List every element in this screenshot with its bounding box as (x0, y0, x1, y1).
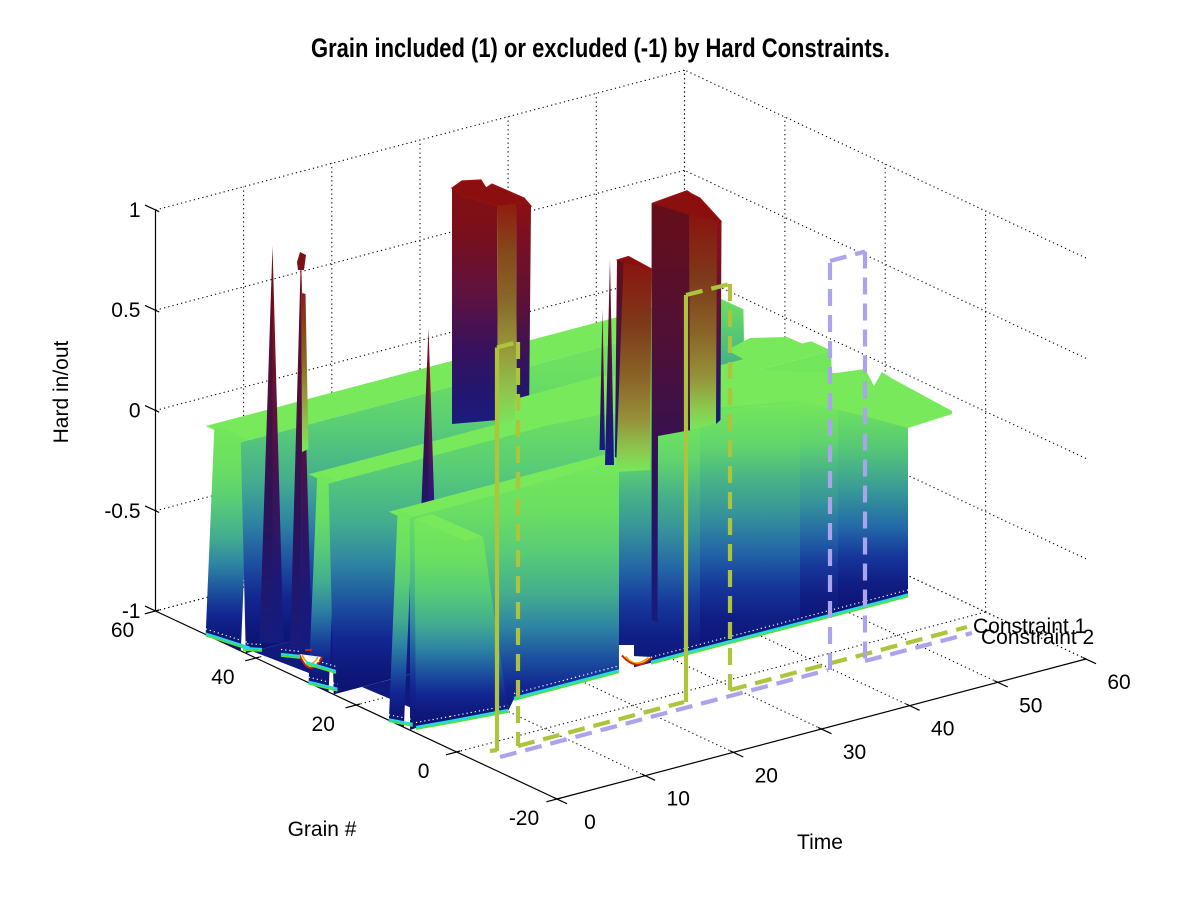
svg-text:-0.5: -0.5 (104, 500, 140, 523)
svg-text:1: 1 (129, 199, 141, 222)
svg-text:Grain included (1) or excluded: Grain included (1) or excluded (-1) by H… (311, 33, 890, 63)
svg-text:Hard in/out: Hard in/out (50, 340, 73, 443)
svg-text:50: 50 (1019, 694, 1042, 717)
svg-text:Time: Time (797, 831, 843, 854)
svg-text:60: 60 (111, 619, 134, 642)
svg-text:Grain #: Grain # (288, 818, 357, 841)
svg-text:0.5: 0.5 (111, 299, 140, 322)
svg-text:0: 0 (418, 760, 430, 783)
svg-text:10: 10 (667, 788, 690, 811)
svg-text:0: 0 (584, 811, 596, 834)
svg-text:-1: -1 (122, 600, 141, 623)
svg-text:20: 20 (755, 764, 778, 787)
svg-text:40: 40 (211, 666, 234, 689)
svg-text:30: 30 (843, 741, 866, 764)
svg-text:60: 60 (1107, 671, 1130, 694)
svg-text:20: 20 (312, 713, 335, 736)
svg-text:40: 40 (931, 718, 954, 741)
svg-text:-20: -20 (509, 807, 539, 830)
svg-text:Constraint 1: Constraint 1 (973, 615, 1086, 638)
svg-text:Constraint 2: Constraint 2 (981, 626, 1094, 649)
svg-text:0: 0 (129, 400, 141, 423)
